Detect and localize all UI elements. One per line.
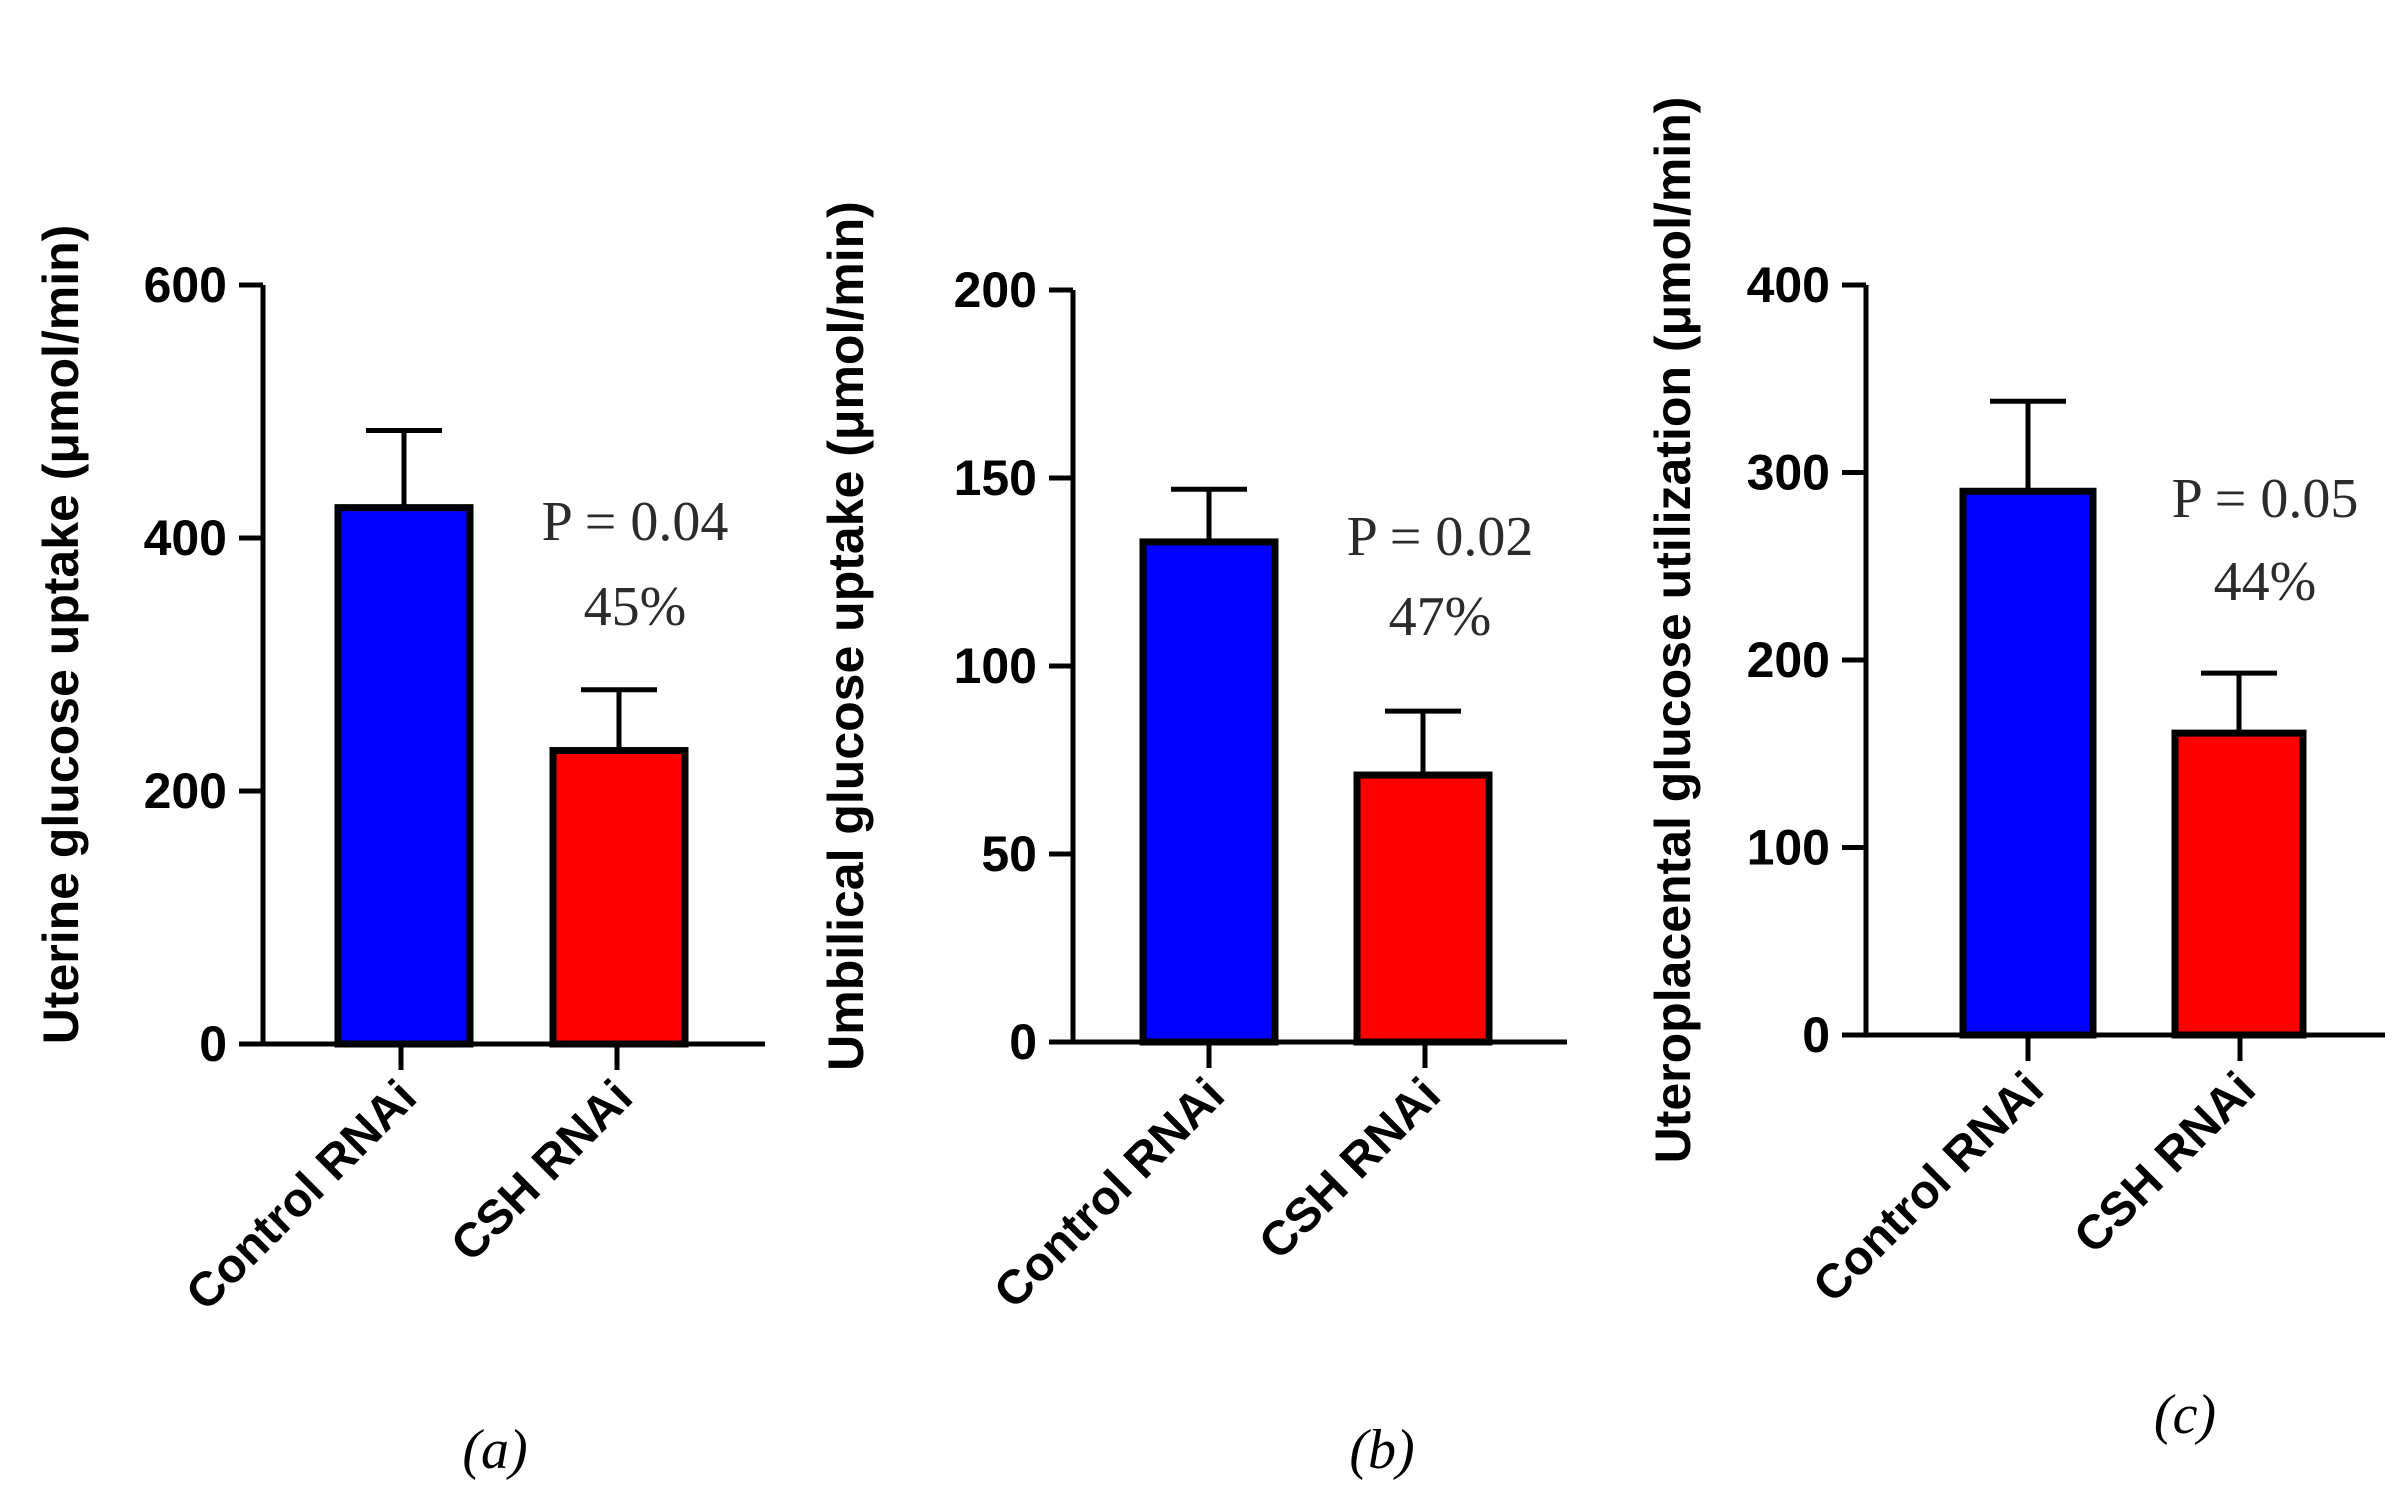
percent-label: 47% xyxy=(1389,586,1492,648)
p-value-label: P = 0.04 xyxy=(542,491,729,553)
bar-csh xyxy=(549,747,689,1048)
chart-panel-2: 0 50 100 150 200 Control RNAi CSH RNAi Umbilica… xyxy=(818,201,1567,1481)
y-axis-title: Uteroplacental glucose utilization (μmol… xyxy=(1645,97,1701,1164)
bar-csh xyxy=(1353,771,1493,1046)
y-tick-label: 400 xyxy=(144,510,227,566)
y-axis-title: Uterine glucose uptake (μmol/min) xyxy=(33,225,89,1045)
y-tick-label: 0 xyxy=(1802,1007,1830,1063)
percent-label: 44% xyxy=(2214,551,2317,613)
y-tick-label: 200 xyxy=(1747,632,1830,688)
x-category-label: Control RNAi xyxy=(984,1068,1235,1319)
y-tick-label: 100 xyxy=(1747,820,1830,876)
p-value-label: P = 0.05 xyxy=(2172,468,2359,530)
percent-label: 45% xyxy=(584,576,687,638)
y-axis-title: Umbilical glucose uptake (μmol/min) xyxy=(818,201,874,1071)
y-tick-label: 300 xyxy=(1747,445,1830,501)
y-tick-label: 200 xyxy=(144,763,227,819)
y-tick-label: 0 xyxy=(199,1016,227,1072)
bar-control xyxy=(1139,538,1279,1046)
x-category-label: CSH RNAi xyxy=(1249,1068,1451,1270)
y-tick-label: 200 xyxy=(954,262,1037,318)
bar-control xyxy=(334,504,474,1048)
x-category-label: Control RNAi xyxy=(176,1070,427,1321)
y-tick-label: 600 xyxy=(144,257,227,313)
p-value-label: P = 0.02 xyxy=(1347,506,1534,568)
y-tick-label: 0 xyxy=(1009,1014,1037,1070)
panel-label: (c) xyxy=(2154,1384,2216,1446)
x-category-label: CSH RNAi xyxy=(2064,1062,2266,1264)
bar-csh xyxy=(2171,729,2307,1039)
y-tick-label: 150 xyxy=(954,450,1037,506)
chart-panel-1: 0 200 400 600 Control RNAi CSH RNAi Uterine gl… xyxy=(33,225,765,1481)
y-tick-label: 50 xyxy=(981,826,1037,882)
y-tick-label: 400 xyxy=(1747,257,1830,313)
chart-panel-3: 0 100 200 300 400 Control RNAi CSH RNAi Uteropl… xyxy=(1645,97,2385,1446)
y-tick-label: 100 xyxy=(954,638,1037,694)
x-category-label: Control RNAi xyxy=(1803,1062,2054,1313)
panel-label: (a) xyxy=(462,1419,527,1481)
bar-control xyxy=(1959,487,2097,1039)
panel-label: (b) xyxy=(1349,1419,1414,1481)
x-category-label: CSH RNAi xyxy=(441,1070,643,1272)
